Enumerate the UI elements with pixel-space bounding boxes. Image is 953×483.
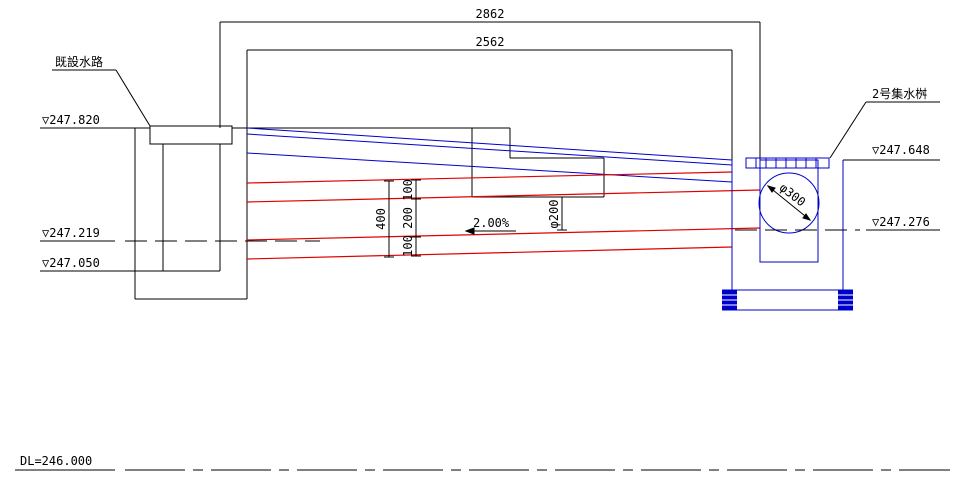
pipe-diameter-small-label: φ200	[547, 200, 561, 229]
datum-label: DL=246.000	[20, 454, 92, 468]
elevation-basin-pipe: ▽247.276	[872, 215, 930, 229]
dimension-overall-width-label: 2862	[476, 7, 505, 21]
dimension-overall-width	[219, 21, 761, 160]
elevation-lines-left	[40, 127, 320, 272]
dimension-height-total: 400	[374, 208, 388, 230]
catch-basin-footing-hatch	[722, 294, 853, 306]
elevation-existing-top: ▽247.820	[42, 113, 100, 127]
catch-basin-leader	[829, 101, 940, 159]
dimension-height-lower: 100	[401, 235, 415, 257]
elevation-existing-bottom: ▽247.050	[42, 256, 100, 270]
slope-label: 2.00%	[473, 216, 510, 230]
catch-basin-structure	[722, 157, 853, 311]
pipe-large-diameter-line	[766, 185, 812, 221]
existing-channel-structure	[134, 125, 248, 300]
pipe-diameter-large-label: φ300	[777, 180, 808, 209]
dimension-inner-width-label: 2562	[476, 35, 505, 49]
ground-step-outline	[247, 127, 605, 198]
dimension-vertical	[384, 179, 421, 258]
existing-channel-label: 既設水路	[55, 54, 103, 69]
dimension-height-mid: 200	[401, 207, 415, 229]
elevation-existing-mid: ▽247.219	[42, 226, 100, 240]
red-pipe-lines	[246, 171, 761, 260]
catch-basin-footing	[722, 290, 853, 310]
dimension-pipe-small	[557, 196, 567, 231]
slope-arrow	[464, 227, 516, 235]
dimension-inner-width	[246, 49, 733, 160]
blue-slope-lines	[246, 127, 733, 183]
dimension-height-upper: 100	[401, 179, 415, 201]
catch-basin-label: 2号集水桝	[872, 86, 927, 101]
elevation-lines-right	[735, 159, 940, 231]
existing-channel-leader	[52, 69, 151, 127]
elevation-basin-top: ▽247.648	[872, 143, 930, 157]
